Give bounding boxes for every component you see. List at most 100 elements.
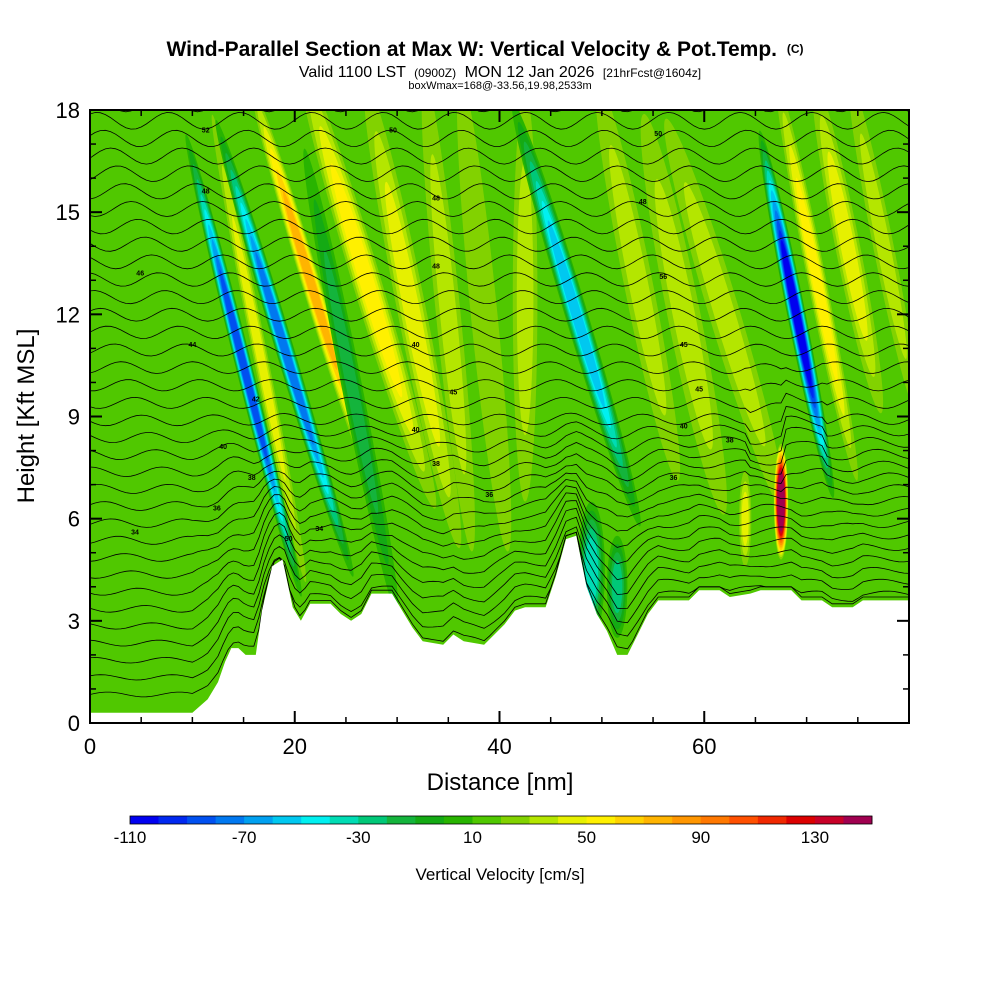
theta-contour-label: 48: [432, 196, 440, 203]
velocity-band: [859, 133, 907, 359]
y-tick-label: 12: [56, 302, 80, 327]
colorbar-swatch: [415, 816, 445, 824]
colorbar-swatch: [586, 816, 616, 824]
theta-contour-label: 56: [659, 274, 667, 281]
y-tick-label: 18: [56, 98, 80, 123]
y-tick-label: 0: [68, 711, 80, 736]
y-tick-label: 9: [68, 405, 80, 430]
velocity-band: [219, 269, 268, 462]
theta-contour-line: [90, 453, 909, 494]
colorbar-swatch: [187, 816, 217, 824]
colorbar-swatch: [272, 816, 302, 824]
velocity-band: [781, 240, 812, 389]
velocity-feature: [303, 148, 399, 617]
theta-contour-line: [90, 325, 909, 340]
velocity-band: [324, 249, 379, 515]
colorbar-swatch: [158, 816, 188, 824]
subtitle-date: MON 12 Jan 2026: [465, 64, 595, 81]
theta-contour-label: 42: [252, 397, 260, 404]
theta-contour-line: [90, 426, 909, 461]
theta-contour-line: [90, 485, 909, 562]
colorbar-tick-label: 130: [801, 828, 829, 847]
theta-contours: [90, 110, 909, 698]
box-wmax-note: boxWmax=168@-33.56,19.98,2533m: [408, 80, 591, 92]
velocity-feature: [512, 110, 538, 502]
theta-contour-label: 44: [189, 342, 197, 349]
velocity-band: [741, 491, 749, 546]
theta-contour-line: [90, 147, 909, 165]
colorbar-swatch: [301, 816, 331, 824]
subtitle-utc: (0900Z): [414, 66, 456, 80]
velocity-band: [778, 479, 784, 525]
velocity-band: [547, 220, 605, 409]
velocity-feature: [812, 110, 884, 414]
colorbar-swatch: [472, 816, 502, 824]
velocity-band: [330, 163, 403, 398]
x-tick-label: 0: [84, 734, 96, 759]
velocity-feature: [640, 113, 727, 515]
colorbar-swatch: [329, 816, 359, 824]
chart-subtitle: Valid 1100 LST (0900Z) MON 12 Jan 2026 […: [299, 64, 701, 81]
y-tick-label: 3: [68, 609, 80, 634]
theta-contour-label: 50: [654, 131, 662, 138]
theta-contour-label: 52: [202, 127, 210, 134]
theta-contour-line: [90, 379, 909, 392]
theta-contour-labels: 34 36 38 40 42 44 46 48 52 50 34 40 45 40 38 36 48 48 50 56…: [131, 127, 734, 543]
velocity-band: [609, 145, 667, 416]
theta-contour-label: 46: [136, 271, 144, 278]
theta-contour-label: 45: [680, 342, 688, 349]
theta-contour-line: [90, 361, 909, 374]
velocity-band: [683, 182, 766, 447]
theta-contour-line: [90, 129, 909, 148]
colorbar-swatch: [501, 816, 530, 824]
velocity-band: [282, 190, 338, 371]
y-axis-label: Height [Kft MSL]: [13, 329, 40, 504]
theta-contour-label: 36: [213, 506, 221, 513]
velocity-band: [384, 181, 441, 447]
theta-contour-line: [90, 236, 909, 252]
colorbar-swatch: [814, 816, 844, 824]
theta-contour-label: 45: [450, 390, 458, 397]
theta-contour-label: 40: [412, 342, 420, 349]
velocity-band: [430, 154, 467, 475]
velocity-band: [654, 179, 713, 450]
velocity-band: [255, 251, 314, 445]
colorbar-swatch: [529, 816, 559, 824]
colorbar-tick-labels: -110 -70 -30 10 50 90 130: [114, 828, 829, 847]
theta-contour-line: [90, 201, 909, 217]
theta-contour-label: 36: [485, 492, 493, 499]
theta-contour-line: [90, 406, 909, 433]
velocity-band: [516, 159, 534, 436]
colorbar-tick-label: -30: [346, 828, 371, 847]
theta-contour-label: 38: [248, 475, 256, 482]
theta-contour-label: 40: [412, 427, 420, 434]
axis-ticks: [89, 109, 909, 724]
colorbar-tick-label: 10: [463, 828, 482, 847]
theta-contour-label: 36: [670, 475, 678, 482]
theta-contour-line: [90, 218, 909, 235]
colorbar-swatch: [215, 816, 245, 824]
velocity-features: [185, 110, 909, 638]
velocity-feature: [595, 110, 681, 481]
theta-contour-line: [90, 254, 909, 270]
colorbar-swatch: [729, 816, 759, 824]
x-tick-label: 20: [283, 734, 307, 759]
theta-contour-line: [90, 507, 909, 613]
theta-contour-label: 50: [389, 127, 397, 134]
theta-contour-label: 50: [285, 536, 293, 543]
colorbar-swatch: [130, 816, 159, 824]
colorbar-swatch: [843, 816, 873, 824]
theta-contour-label: 48: [432, 264, 440, 271]
theta-contour-line: [90, 343, 909, 357]
y-tick-label: 6: [68, 507, 80, 532]
theta-contour-line: [90, 492, 909, 579]
theta-contour-line: [90, 531, 909, 664]
theta-contour-label: 38: [432, 461, 440, 468]
velocity-band: [612, 560, 623, 613]
x-axis-label: Distance [nm]: [427, 769, 574, 796]
colorbar-label: Vertical Velocity [cm/s]: [415, 865, 584, 884]
theta-contour-line: [90, 183, 909, 200]
colorbar-swatch: [386, 816, 416, 824]
colorbar-swatch: [558, 816, 588, 824]
